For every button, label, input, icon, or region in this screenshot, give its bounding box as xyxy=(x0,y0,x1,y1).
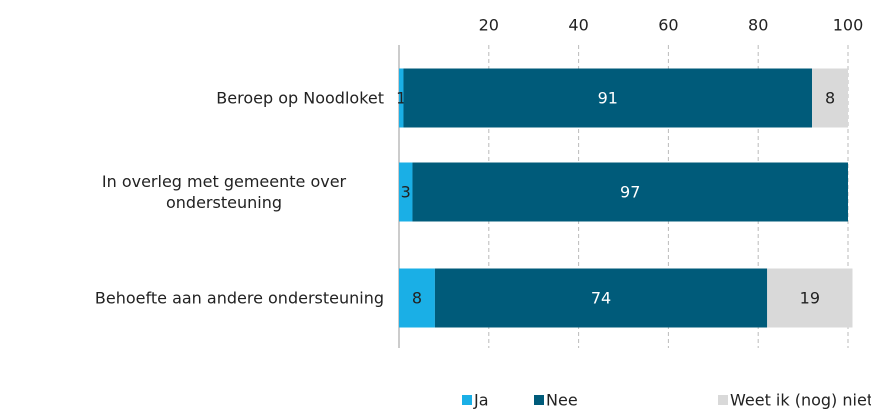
bar-segment xyxy=(412,162,848,222)
bar-segment xyxy=(399,268,435,328)
legend-label: Ja xyxy=(473,391,489,410)
bar-segment xyxy=(399,68,404,128)
data-label: 1 xyxy=(396,89,406,108)
x-tick-label: 100 xyxy=(833,16,864,35)
bar-segment xyxy=(767,268,853,328)
data-label: 91 xyxy=(598,89,618,108)
bar-segment xyxy=(812,68,848,128)
data-label: 8 xyxy=(412,289,422,308)
data-label: 19 xyxy=(800,289,820,308)
legend-swatch xyxy=(534,395,544,405)
x-tick-label: 80 xyxy=(748,16,768,35)
legend-label: Nee xyxy=(546,391,578,410)
category-label: In overleg met gemeente over ondersteuni… xyxy=(101,172,347,212)
x-tick-label: 60 xyxy=(658,16,678,35)
data-label: 74 xyxy=(591,289,611,308)
legend-label: Weet ik (nog) niet xyxy=(730,391,871,410)
legend-swatch xyxy=(462,395,472,405)
bar-segment xyxy=(434,268,768,328)
bar-segment xyxy=(399,162,413,222)
category-label: Beroep op Noodloket xyxy=(216,88,384,108)
category-label: Behoefte aan andere ondersteuning xyxy=(94,288,384,308)
data-label: 97 xyxy=(620,183,640,202)
legend-swatch xyxy=(718,395,728,405)
x-tick-label: 40 xyxy=(568,16,588,35)
x-tick-label: 20 xyxy=(479,16,499,35)
data-label: 3 xyxy=(401,183,411,202)
bar-segment xyxy=(403,68,813,128)
data-label: 8 xyxy=(825,89,835,108)
